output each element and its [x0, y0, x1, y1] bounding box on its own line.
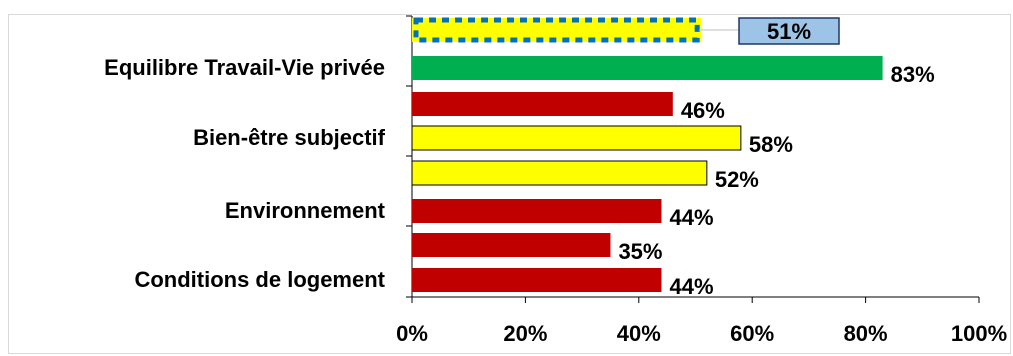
bar [411, 160, 708, 186]
category-label: Bien-être subjectif [193, 125, 386, 150]
data-label: 46% [681, 98, 725, 123]
bar [412, 233, 611, 257]
data-label: 44% [669, 274, 713, 299]
category-label: Environnement [225, 198, 386, 223]
data-label: 83% [891, 62, 935, 87]
data-label: 44% [669, 205, 713, 230]
x-tick-label: 40% [617, 321, 661, 346]
callout-box [738, 17, 840, 45]
bar [412, 56, 883, 80]
bar-highlight-border [413, 17, 700, 43]
x-tick-label: 100% [951, 321, 1007, 346]
x-tick-label: 60% [730, 321, 774, 346]
x-tick-label: 0% [396, 321, 428, 346]
bar [412, 199, 662, 223]
bar [412, 268, 662, 292]
category-label: Equilibre Travail-Vie privée [104, 55, 385, 80]
x-tick-label: 20% [503, 321, 547, 346]
bar [412, 92, 673, 116]
data-label: 52% [715, 167, 759, 192]
bar [411, 125, 742, 151]
data-label: 58% [749, 132, 793, 157]
data-label: 35% [618, 239, 662, 264]
data-label: 51% [767, 19, 811, 44]
x-tick-label: 80% [844, 321, 888, 346]
chart-frame [8, 14, 1011, 354]
category-label: Conditions de logement [134, 267, 385, 292]
